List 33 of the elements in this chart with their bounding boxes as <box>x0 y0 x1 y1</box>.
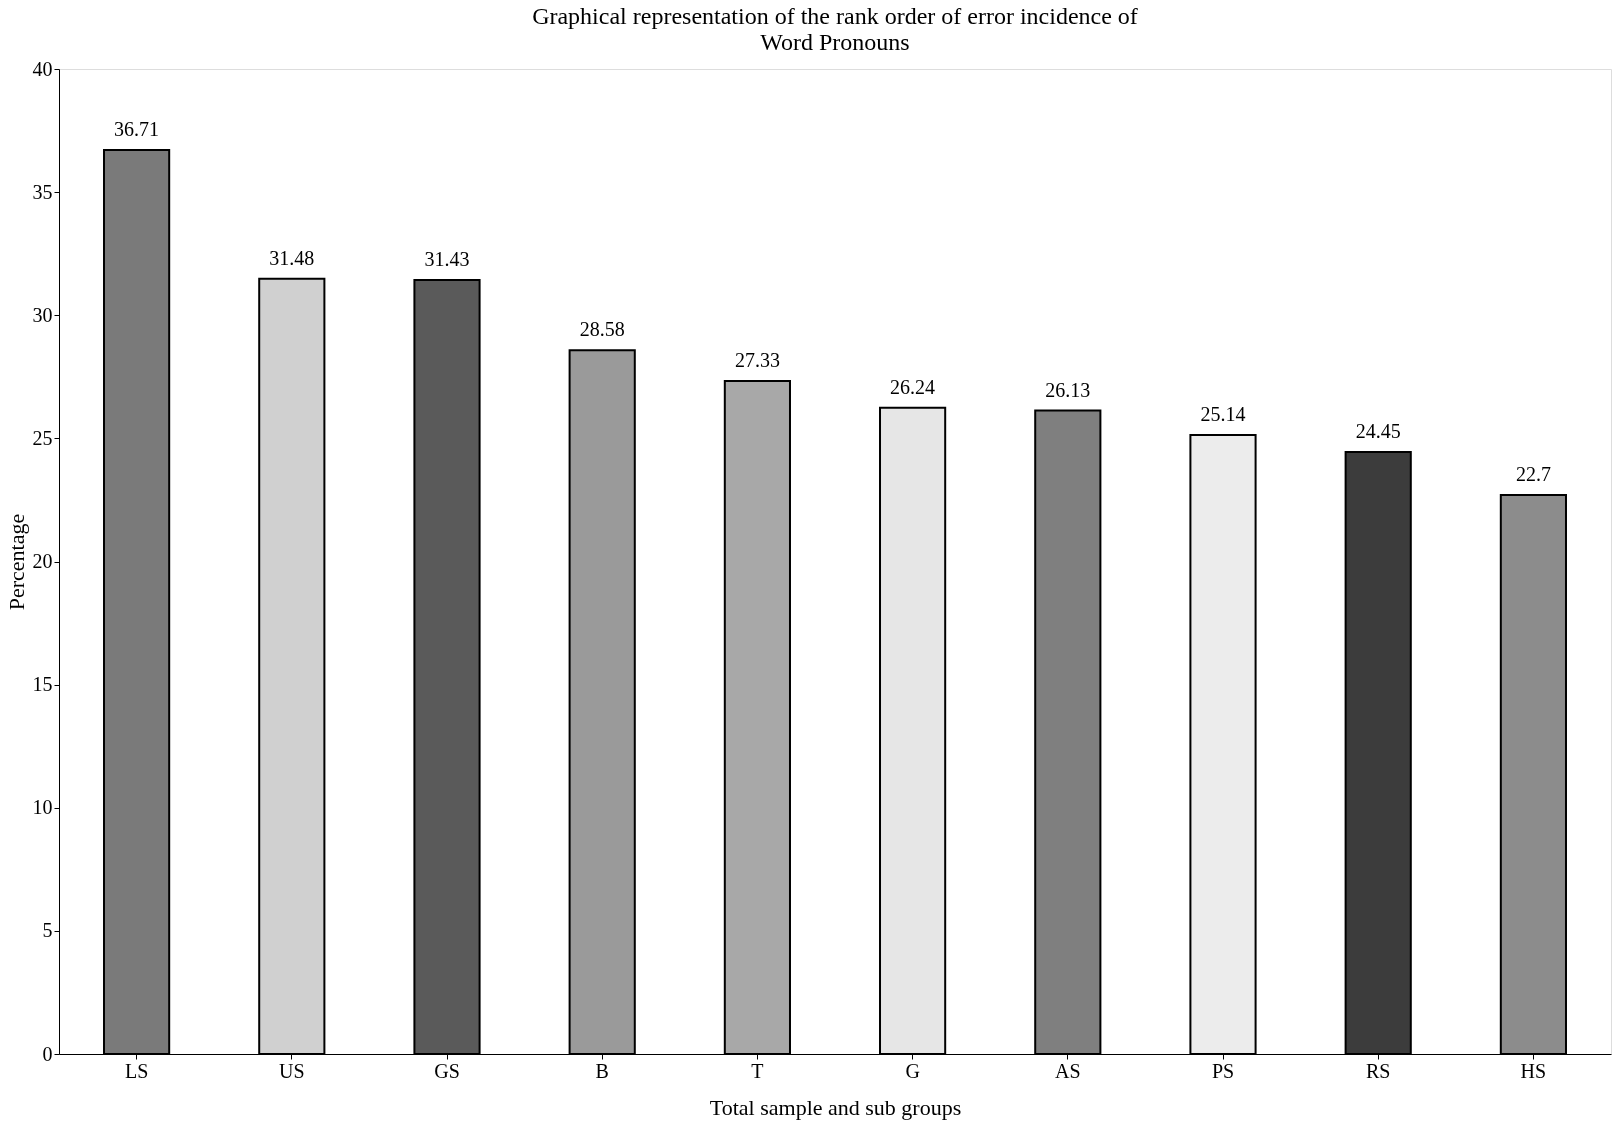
text: Graphical representation of the rank order of error incidence of <box>532 3 1138 29</box>
x-tick-label: US <box>279 1059 305 1082</box>
y-tick-label: 25 <box>32 426 53 449</box>
data-label: 25.14 <box>1200 402 1246 425</box>
y-axis-title: Percentage <box>3 513 29 611</box>
data-label: 22.7 <box>1515 463 1551 486</box>
data-label: 31.43 <box>424 248 470 271</box>
y-tick-label: 5 <box>42 919 53 942</box>
x-axis-title: Total sample and sub groups <box>709 1094 962 1120</box>
y-tick-label: 10 <box>32 796 53 819</box>
x-tick-label: B <box>595 1059 609 1082</box>
y-tick-label: 20 <box>32 550 53 572</box>
y-tick-label: 0 <box>42 1042 53 1065</box>
y-tick-label: 15 <box>32 673 53 696</box>
x-tick-label: G <box>905 1059 920 1082</box>
y-tick-label: 30 <box>32 303 53 326</box>
data-label: 28.58 <box>579 318 625 341</box>
x-tick-label: LS <box>124 1059 149 1082</box>
x-tick-label: HS <box>1520 1059 1547 1082</box>
data-label: 36.71 <box>114 118 160 141</box>
y-tick-label: 35 <box>32 180 53 203</box>
x-tick-label: GS <box>434 1059 460 1082</box>
data-label: 26.13 <box>1045 378 1091 401</box>
text: Word Pronouns <box>760 29 910 55</box>
x-tick-label: AS <box>1055 1059 1081 1082</box>
y-tick-label: 40 <box>32 57 53 80</box>
x-tick-label: PS <box>1211 1059 1235 1082</box>
x-tick-label: RS <box>1365 1059 1391 1082</box>
data-label: 24.45 <box>1355 419 1401 442</box>
x-tick-label: T <box>751 1059 764 1082</box>
data-label: 26.24 <box>890 375 936 398</box>
data-label: 31.48 <box>269 246 315 269</box>
data-label: 27.33 <box>734 349 780 371</box>
